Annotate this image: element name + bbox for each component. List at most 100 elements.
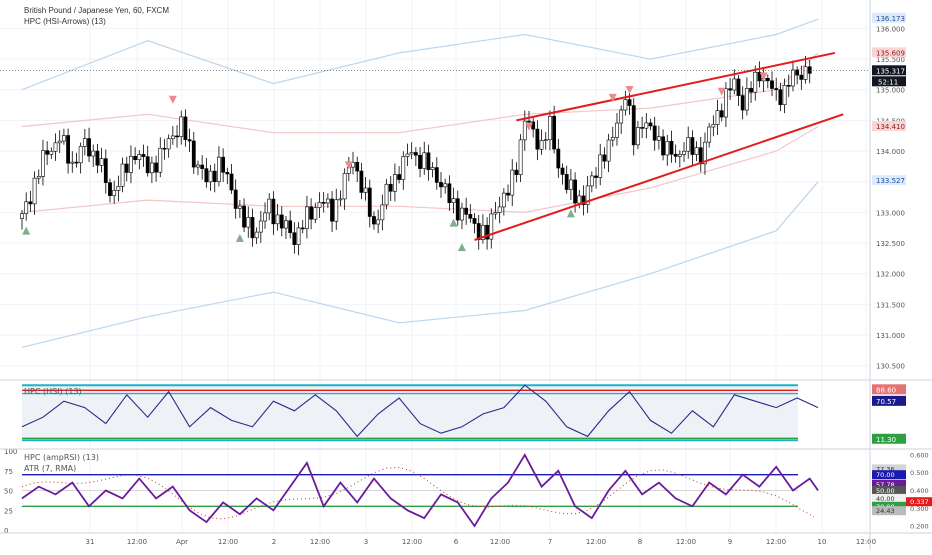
candle-body — [208, 170, 213, 183]
hsi-label: 11.30 — [876, 436, 896, 444]
candle-body — [196, 164, 200, 168]
time-tick-label: 6 — [454, 538, 459, 546]
candle-body — [418, 154, 422, 169]
hsi-label-bg — [872, 395, 906, 406]
candle-body — [288, 220, 293, 233]
amp-label: 77.36 — [876, 465, 895, 473]
candle-body — [401, 156, 406, 180]
price-tick-label: 135.500 — [876, 56, 905, 64]
amp-label: 70.00 — [876, 471, 895, 479]
candle-body — [556, 148, 561, 169]
time-tick-label: Apr — [176, 538, 188, 546]
candle-body — [577, 195, 582, 204]
time-tick-label: 12:00 — [676, 538, 696, 546]
time-tick-label: 2 — [272, 538, 276, 546]
candle-body — [451, 198, 456, 203]
time-tick-label: 12:00 — [310, 538, 330, 546]
symbol-title: British Pound / Japanese Yen, 60, FXCM — [24, 6, 169, 15]
candle-body — [166, 138, 171, 150]
amp-label-bg — [872, 470, 906, 480]
candle-body — [225, 172, 230, 175]
candle-body — [263, 212, 267, 222]
atr-tick-label: 0.600 — [910, 451, 929, 459]
candle-body — [807, 66, 812, 74]
candle-body — [317, 202, 322, 208]
candle-body — [439, 182, 443, 188]
candle-body — [765, 77, 770, 82]
amp-tick-label: 75 — [4, 468, 13, 476]
candle-body — [430, 167, 435, 170]
time-tick-label: 12:00 — [856, 538, 876, 546]
time-tick-label: 7 — [548, 538, 552, 546]
time-tick-label: 12:00 — [586, 538, 606, 546]
candle-body — [330, 198, 334, 222]
candle-body — [292, 232, 297, 245]
amp-tick-label: 100 — [4, 448, 17, 456]
candle-body — [20, 213, 24, 219]
candle-body — [405, 153, 410, 157]
candle-body — [61, 135, 66, 142]
candle-body — [753, 71, 758, 93]
candle-body — [158, 147, 163, 173]
candle-body — [732, 78, 737, 91]
candle-body — [476, 223, 481, 240]
band-outer-lower — [21, 181, 819, 348]
candle-body — [334, 199, 339, 222]
candle-body — [372, 216, 376, 225]
time-tick-label: 12:00 — [490, 538, 510, 546]
price-label: 136.173 — [876, 15, 905, 23]
candle-body — [573, 179, 577, 204]
price-label-bg — [872, 175, 906, 186]
candle-body — [728, 88, 733, 91]
candle-body — [631, 105, 636, 146]
candle-body — [250, 217, 255, 239]
candle-body — [434, 167, 439, 183]
candle-body — [648, 122, 653, 127]
candle-body — [397, 174, 402, 180]
candle-body — [49, 150, 54, 155]
candle-body — [409, 152, 414, 155]
candle-body — [305, 206, 309, 229]
candle-body — [124, 163, 129, 173]
candle-body — [233, 189, 238, 209]
candle-body — [388, 183, 393, 192]
amp-tick-label: 0 — [4, 527, 8, 535]
candle-body — [154, 162, 158, 173]
price-label-bg — [872, 65, 906, 76]
candle-body — [464, 207, 469, 215]
countdown-bg — [872, 76, 906, 87]
candle-body — [70, 161, 75, 164]
band-outer-upper — [21, 18, 819, 91]
candle-body — [191, 140, 196, 168]
price-tick-label: 135.000 — [876, 87, 905, 95]
time-tick-label: 8 — [638, 538, 642, 546]
time-tick-label: 12:00 — [127, 538, 147, 546]
down-arrow — [759, 72, 768, 81]
candle-body — [393, 174, 397, 192]
price-label-bg — [872, 12, 906, 23]
candle-body — [506, 192, 510, 196]
candle-body — [271, 198, 276, 225]
candle-body — [120, 163, 125, 187]
atr-pane-title: ATR (7, RMA) — [24, 464, 76, 473]
candle-body — [217, 156, 221, 182]
candle-body — [744, 88, 749, 111]
candle-body — [518, 139, 523, 175]
candle-body — [170, 135, 175, 140]
candle-body — [703, 141, 707, 165]
atr-tick-label: 0.500 — [910, 469, 929, 477]
candle-body — [694, 147, 699, 155]
candle-body — [719, 110, 724, 118]
price-label: 135.317 — [876, 67, 905, 75]
candle-body — [749, 88, 753, 93]
candle-body — [527, 120, 531, 123]
candle-body — [707, 126, 712, 143]
candle-body — [242, 205, 246, 228]
amp-label-bg — [872, 493, 906, 503]
down-arrow — [344, 161, 353, 170]
price-label: 133.527 — [876, 177, 905, 185]
candle-body — [258, 220, 263, 233]
candle-body — [145, 156, 150, 174]
down-arrow — [608, 93, 617, 102]
up-arrow — [235, 233, 244, 242]
